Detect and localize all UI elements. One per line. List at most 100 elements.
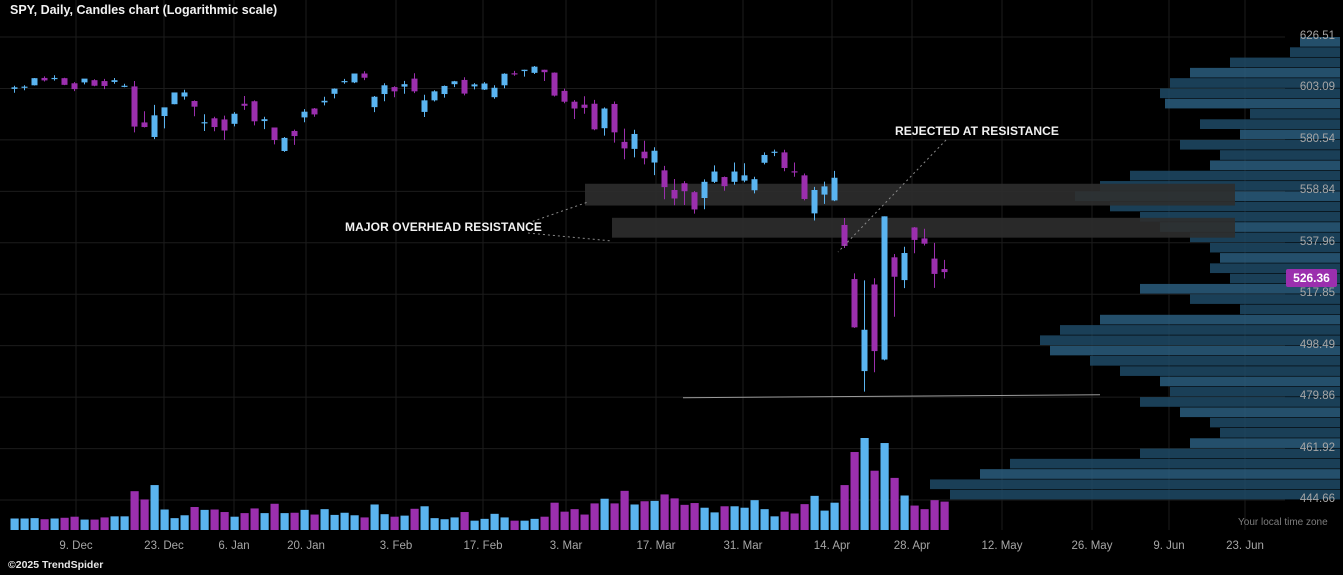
volume-profile-bar bbox=[1240, 304, 1340, 315]
candle-body bbox=[291, 130, 298, 137]
volume-bar bbox=[400, 515, 409, 530]
candle bbox=[281, 136, 288, 152]
volume-profile-bar bbox=[1240, 129, 1340, 140]
volume-bar bbox=[430, 518, 439, 530]
volume-profile-bar bbox=[980, 469, 1340, 479]
candle-body bbox=[391, 87, 398, 92]
candle bbox=[111, 77, 118, 84]
candle-body bbox=[41, 77, 48, 81]
volume-bar bbox=[90, 519, 99, 530]
volume-bar bbox=[720, 506, 729, 530]
volume-profile-bar bbox=[1140, 211, 1340, 222]
candle bbox=[771, 149, 778, 157]
candle bbox=[541, 69, 548, 82]
volume-bar bbox=[100, 517, 109, 530]
candle bbox=[601, 107, 608, 136]
candle-body bbox=[701, 181, 708, 198]
volume-bar bbox=[850, 452, 859, 530]
volume-bar bbox=[870, 470, 879, 530]
candle bbox=[41, 76, 48, 82]
candle bbox=[571, 100, 578, 119]
y-tick-label: 479.86 bbox=[1299, 390, 1335, 403]
volume-bar bbox=[680, 504, 689, 530]
volume-bar bbox=[900, 495, 909, 530]
candle-body bbox=[791, 171, 798, 173]
candle-body bbox=[31, 78, 38, 86]
candle-body bbox=[631, 133, 638, 149]
volume-profile-bar bbox=[1190, 438, 1340, 448]
x-tick-label: 23. Dec bbox=[144, 540, 184, 552]
volume-bar bbox=[690, 503, 699, 530]
candle bbox=[531, 65, 538, 74]
volume-profile-bar bbox=[1210, 417, 1340, 428]
candle-body bbox=[101, 81, 108, 86]
copyright: ©2025 TrendSpider bbox=[8, 559, 104, 571]
candle bbox=[431, 90, 438, 102]
candle-body bbox=[621, 141, 628, 149]
volume-bar bbox=[170, 518, 179, 530]
volume-profile-bar bbox=[1165, 98, 1340, 109]
volume-bar bbox=[570, 509, 579, 530]
candle bbox=[481, 82, 488, 90]
candle-body bbox=[111, 80, 118, 82]
y-tick-label: 498.49 bbox=[1299, 338, 1335, 351]
candle bbox=[731, 162, 738, 185]
candle bbox=[631, 129, 638, 158]
candle-body bbox=[661, 170, 668, 188]
candle-body bbox=[881, 216, 888, 360]
volume-bar bbox=[700, 507, 709, 530]
candle-body bbox=[431, 91, 438, 101]
volume-bar bbox=[640, 501, 649, 530]
candle-body bbox=[741, 175, 748, 181]
volume-profile-bar bbox=[1230, 57, 1340, 68]
volume-bar bbox=[210, 509, 219, 530]
volume-bar bbox=[670, 498, 679, 530]
candle bbox=[191, 100, 198, 117]
candle-body bbox=[711, 171, 718, 182]
candle-body bbox=[551, 72, 558, 96]
volume-bar bbox=[540, 516, 549, 530]
candle bbox=[741, 163, 748, 183]
candle-body bbox=[591, 103, 598, 130]
volume-bar bbox=[310, 514, 319, 530]
volume-bar bbox=[320, 509, 329, 530]
resistance-zone bbox=[612, 217, 1235, 238]
candle bbox=[821, 181, 828, 204]
x-tick-label: 9. Jun bbox=[1153, 540, 1185, 552]
candle-body bbox=[331, 88, 338, 94]
candle-body bbox=[231, 113, 238, 124]
volume-bar bbox=[760, 509, 769, 530]
candle-body bbox=[51, 77, 58, 80]
candle-body bbox=[571, 101, 578, 109]
volume-profile-bar bbox=[1220, 427, 1340, 438]
candle-body bbox=[581, 104, 588, 108]
candle-body bbox=[751, 179, 758, 191]
y-tick-label: 580.54 bbox=[1299, 132, 1335, 145]
candle-body bbox=[871, 284, 878, 352]
volume-bar bbox=[820, 510, 829, 530]
volume-bar bbox=[340, 512, 349, 530]
candle-body bbox=[911, 227, 918, 240]
volume-bar bbox=[270, 503, 279, 530]
y-tick-label: 517.85 bbox=[1299, 287, 1335, 300]
volume-bar bbox=[940, 501, 949, 530]
resistance-zones bbox=[585, 183, 1235, 238]
candle bbox=[461, 77, 468, 96]
volume-bar bbox=[780, 511, 789, 530]
candle bbox=[861, 280, 868, 392]
candle bbox=[261, 116, 268, 130]
candle bbox=[521, 69, 528, 77]
candle-body bbox=[441, 85, 448, 95]
candle bbox=[761, 152, 768, 165]
volume-bar bbox=[620, 490, 629, 530]
volume-profile-bar bbox=[1290, 47, 1340, 57]
volume-profile-bar bbox=[1010, 458, 1340, 469]
volume-bar bbox=[20, 518, 29, 530]
candle-body bbox=[561, 90, 568, 102]
candle-body bbox=[641, 151, 648, 159]
volume-bar bbox=[840, 485, 849, 530]
candle-body bbox=[151, 115, 158, 137]
candle bbox=[551, 72, 558, 97]
candle-body bbox=[531, 66, 538, 73]
